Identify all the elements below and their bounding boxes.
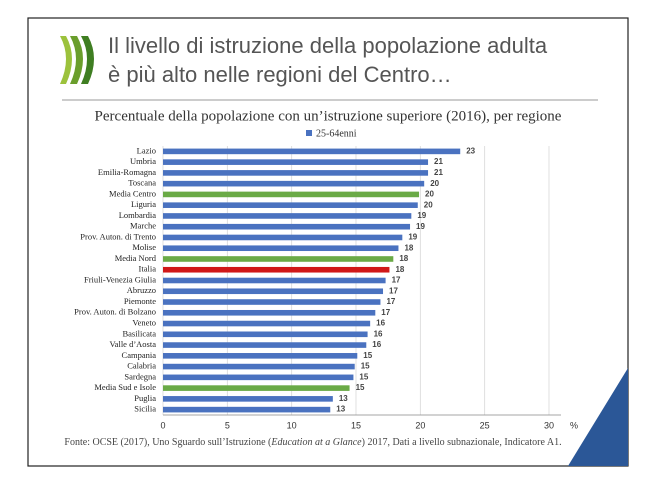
value-label: 15 bbox=[361, 362, 370, 371]
title-line: è più alto nelle regioni del Centro… bbox=[108, 62, 452, 87]
value-label: 17 bbox=[392, 276, 401, 285]
bar bbox=[163, 180, 425, 187]
bar bbox=[163, 256, 394, 262]
source-part: Education at a Glance bbox=[270, 437, 362, 448]
y-tick-label: Friuli-Venezia Giulia bbox=[84, 274, 156, 284]
value-label: 17 bbox=[386, 297, 395, 306]
x-tick-label: 25 bbox=[480, 420, 490, 430]
value-label: 17 bbox=[381, 308, 390, 317]
value-label: 13 bbox=[339, 394, 348, 403]
y-tick-label: Media Nord bbox=[115, 253, 157, 263]
y-tick-label: Valle d’Aosta bbox=[109, 339, 156, 349]
y-tick-label: Puglia bbox=[134, 393, 156, 403]
value-label: 20 bbox=[425, 190, 434, 199]
bar bbox=[163, 277, 386, 284]
bar bbox=[163, 148, 461, 155]
slide-frame bbox=[27, 17, 629, 467]
value-label: 19 bbox=[416, 222, 425, 231]
x-tick-label: 0 bbox=[160, 420, 165, 430]
title-line: Il livello di istruzione della popolazio… bbox=[108, 33, 548, 58]
bar bbox=[163, 331, 368, 338]
legend-swatch bbox=[306, 130, 312, 136]
value-label: 17 bbox=[389, 286, 398, 295]
bar bbox=[163, 202, 418, 208]
value-label: 21 bbox=[434, 157, 443, 166]
bar bbox=[163, 374, 354, 381]
bar bbox=[163, 385, 350, 391]
x-tick-label: 30 bbox=[544, 420, 554, 430]
bar bbox=[163, 299, 381, 305]
y-tick-label: Emilia-Romagna bbox=[98, 167, 156, 177]
source: Fonte: OCSE (2017), Uno Sguardo sull’Ist… bbox=[64, 437, 561, 448]
legend-label: 25-64enni bbox=[316, 128, 357, 139]
value-label: 16 bbox=[374, 329, 383, 338]
bar bbox=[163, 309, 376, 316]
y-tick-label: Basilicata bbox=[122, 328, 156, 338]
x-tick-label: 10 bbox=[287, 420, 297, 430]
bar bbox=[163, 396, 333, 402]
y-tick-label: Campania bbox=[122, 350, 157, 360]
value-label: 15 bbox=[359, 372, 368, 381]
y-tick-label: Sardegna bbox=[124, 371, 156, 381]
value-label: 16 bbox=[372, 340, 381, 349]
bar bbox=[163, 342, 367, 348]
bar bbox=[163, 288, 384, 295]
bar bbox=[163, 213, 412, 219]
logo bbox=[60, 36, 94, 84]
y-tick-label: Marche bbox=[130, 221, 156, 231]
source-part: Fonte: OCSE (2017), Uno Sguardo sull’Ist… bbox=[64, 437, 272, 448]
x-tick-label: 5 bbox=[225, 420, 230, 430]
value-label: 20 bbox=[430, 179, 439, 188]
source-part: ) 2017, Dati a livello subnazionale, Ind… bbox=[362, 437, 562, 448]
y-tick-label: Sicilia bbox=[134, 404, 156, 414]
value-label: 21 bbox=[434, 168, 443, 177]
y-tick-label: Piemonte bbox=[124, 296, 156, 306]
bar bbox=[163, 363, 355, 370]
value-label: 15 bbox=[356, 383, 365, 392]
y-tick-label: Prov. Auton. di Trento bbox=[80, 231, 156, 241]
bar bbox=[163, 191, 420, 198]
y-tick-label: Calabria bbox=[127, 361, 156, 371]
y-tick-label: Italia bbox=[139, 264, 157, 274]
value-label: 13 bbox=[336, 405, 345, 414]
y-tick-label: Media Sud e Isole bbox=[94, 382, 156, 392]
y-tick-label: Liguria bbox=[131, 199, 156, 209]
y-tick-label: Prov. Auton. di Bolzano bbox=[74, 307, 156, 317]
value-label: 18 bbox=[395, 265, 404, 274]
bar bbox=[163, 159, 429, 165]
bar bbox=[163, 245, 399, 252]
x-unit: % bbox=[570, 420, 578, 430]
bar bbox=[163, 406, 331, 413]
value-label: 18 bbox=[399, 254, 408, 263]
value-label: 16 bbox=[376, 319, 385, 328]
y-tick-label: Toscana bbox=[128, 178, 156, 188]
subtitle: Percentuale della popolazione con un’ist… bbox=[95, 108, 562, 124]
y-tick-label: Veneto bbox=[132, 317, 156, 327]
bar bbox=[163, 320, 371, 327]
y-tick-label: Media Centro bbox=[109, 188, 156, 198]
bar bbox=[163, 266, 390, 273]
y-tick-label: Lazio bbox=[137, 145, 156, 155]
bar bbox=[163, 170, 429, 176]
y-tick-label: Abruzzo bbox=[127, 285, 156, 295]
value-label: 19 bbox=[417, 211, 426, 220]
bar bbox=[163, 223, 411, 230]
value-label: 20 bbox=[424, 200, 433, 209]
value-label: 19 bbox=[408, 233, 417, 242]
y-tick-label: Lombardia bbox=[119, 210, 157, 220]
bar bbox=[163, 353, 358, 359]
value-label: 15 bbox=[363, 351, 372, 360]
y-tick-label: Umbria bbox=[130, 156, 156, 166]
value-label: 23 bbox=[466, 146, 475, 155]
y-tick-label: Molise bbox=[132, 242, 156, 252]
x-tick-label: 15 bbox=[351, 420, 361, 430]
x-tick-label: 20 bbox=[415, 420, 425, 430]
corner-triangle bbox=[568, 368, 628, 466]
value-label: 18 bbox=[404, 243, 413, 252]
bar bbox=[163, 234, 403, 241]
